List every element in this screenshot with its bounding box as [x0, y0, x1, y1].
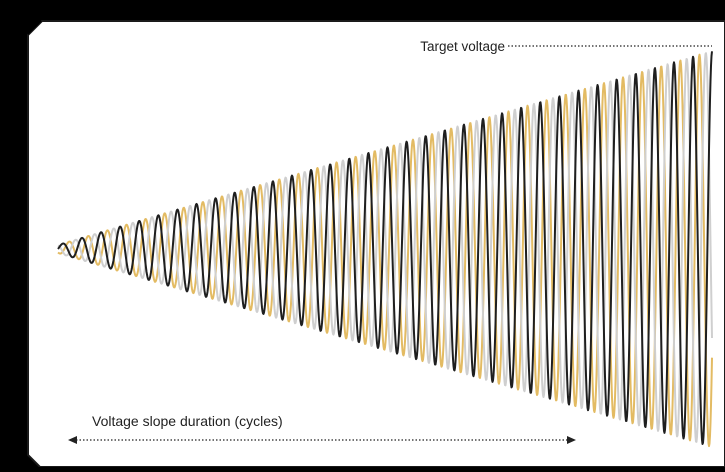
phase-wave-1	[57, 51, 713, 445]
slope-arrow-right	[567, 436, 576, 444]
target-voltage-label: Target voltage	[420, 39, 505, 54]
phase-wave-2	[57, 53, 713, 448]
slope-duration-label: Voltage slope duration (cycles)	[92, 413, 283, 429]
slope-arrow-left	[68, 436, 77, 444]
panel-corner-notch	[28, 21, 42, 35]
phase-wave-3	[57, 52, 713, 443]
three-phase-waveforms	[57, 51, 713, 448]
